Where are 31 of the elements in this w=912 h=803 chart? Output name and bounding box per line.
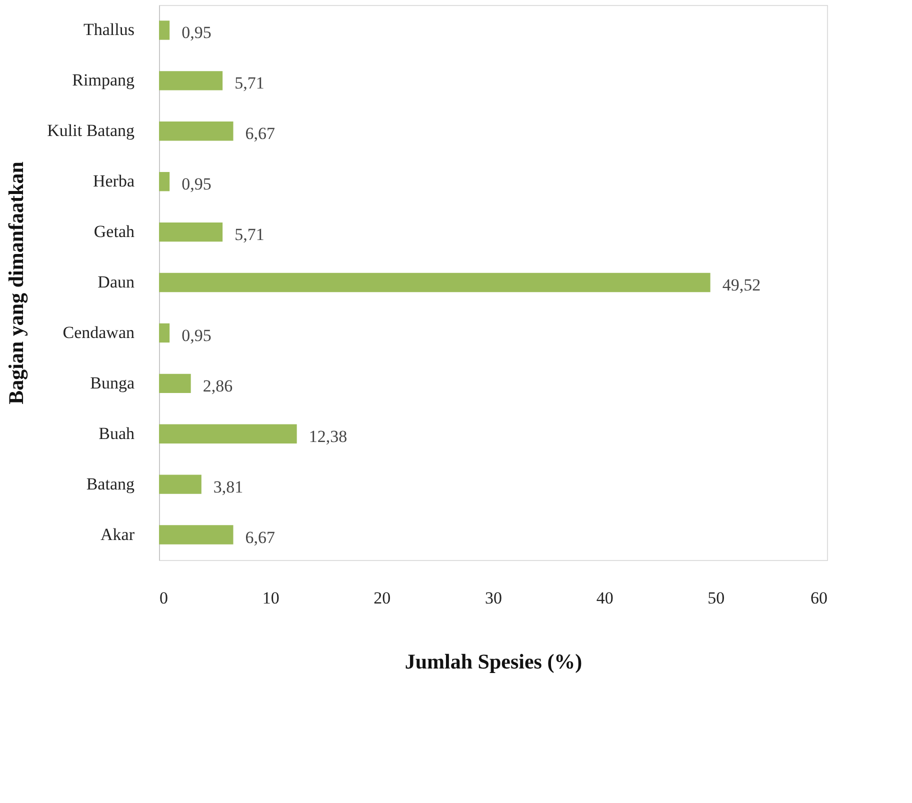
data-label: 49,52 <box>722 276 761 294</box>
y-tick-label: Daun <box>98 272 135 292</box>
data-label: 0,95 <box>182 174 212 194</box>
data-label: 3,81 <box>213 477 244 496</box>
x-tick-label: 60 <box>810 588 828 608</box>
y-tick-label: Getah <box>94 222 135 242</box>
y-tick-label: Thallus <box>84 20 134 40</box>
data-label: 2,86 <box>202 376 233 396</box>
x-tick-label: 0 <box>160 588 168 608</box>
y-tick-label: Rimpang <box>72 70 135 90</box>
data-label: 0,95 <box>182 326 212 345</box>
y-axis-title: Bagian yang dimanfaatkan <box>4 161 28 404</box>
data-label: 0,95 <box>182 23 212 42</box>
y-tick-label: Herba <box>92 172 135 191</box>
y-tick-label: Cendawan <box>62 322 135 342</box>
y-tick-label: Akar <box>100 524 135 544</box>
y-tick-label: Batang <box>86 474 135 494</box>
x-axis-title: Jumlah Spesies (%) <box>404 650 582 674</box>
x-tick-label: 40 <box>596 588 614 608</box>
y-tick-label: Kulit Batang <box>47 121 135 140</box>
data-label: 6,67 <box>245 528 276 547</box>
data-label: 12,38 <box>308 426 348 446</box>
y-tick-label: Buah <box>98 424 135 443</box>
data-label: 5,71 <box>234 225 264 244</box>
x-tick-label: 30 <box>485 588 502 608</box>
data-label: 6,67 <box>245 124 276 144</box>
y-tick-label: Bunga <box>90 373 135 392</box>
x-tick-label: 50 <box>708 588 725 608</box>
x-tick-label: 10 <box>262 588 280 608</box>
data-label: 5,71 <box>234 74 264 93</box>
x-tick-label: 20 <box>374 588 391 608</box>
